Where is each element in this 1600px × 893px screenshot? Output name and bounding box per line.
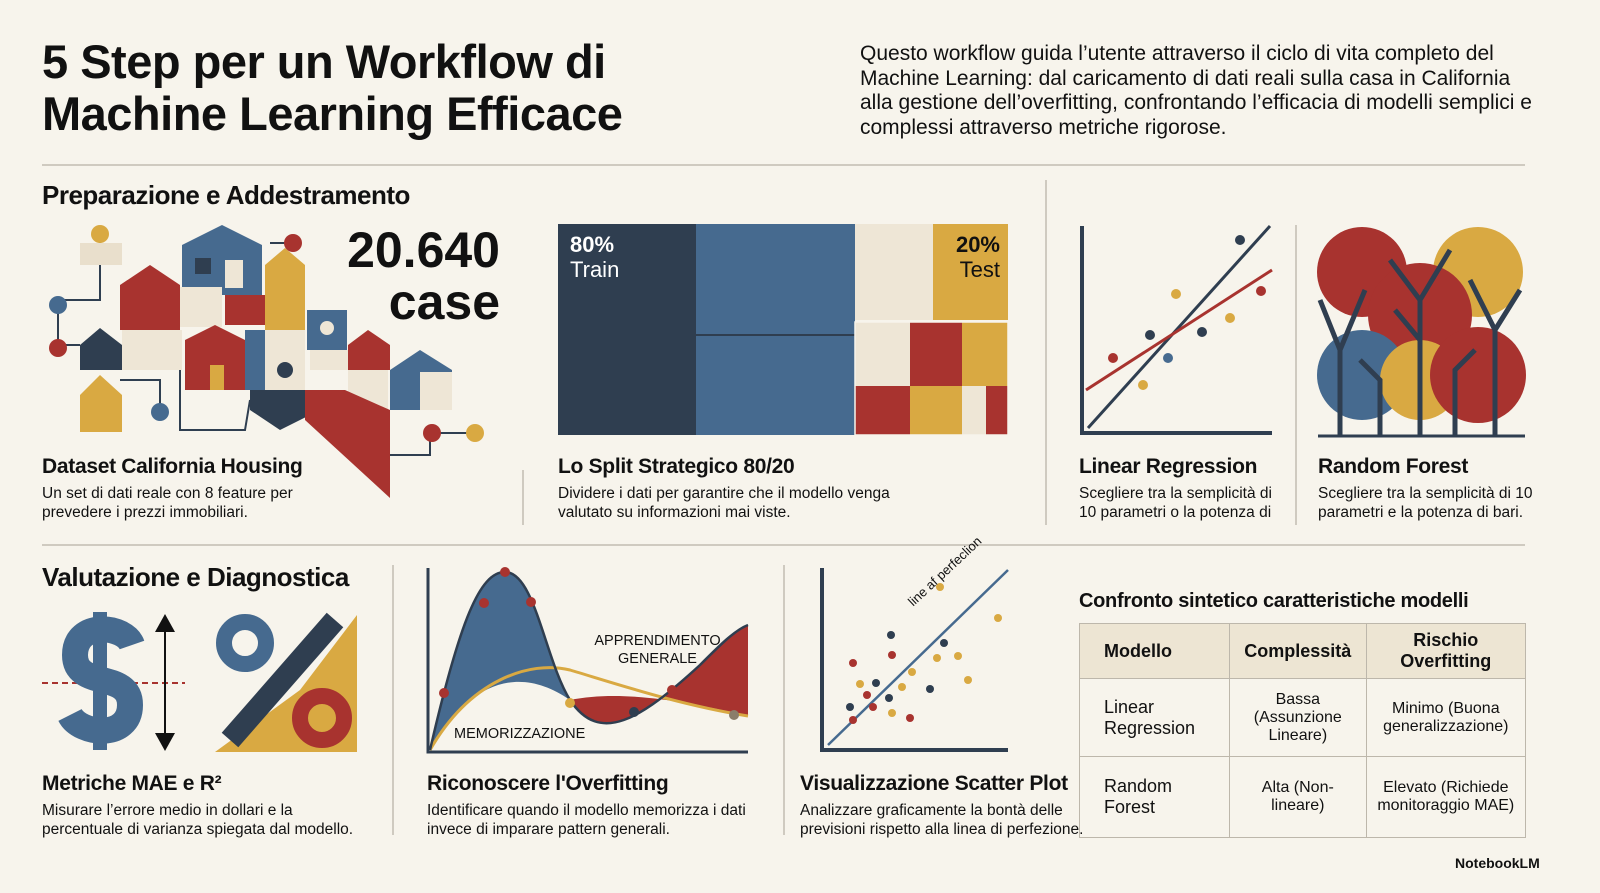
- forest-illustration: [1317, 227, 1526, 438]
- table-cell: Alta (Non-lineare): [1229, 756, 1367, 838]
- card-text: Identificare quando il modello memorizza…: [427, 802, 746, 838]
- card-text: Un set di dati reale con 8 feature per p…: [42, 485, 293, 521]
- table-header: Modello: [1079, 623, 1230, 679]
- card-text: Scegliere tra la semplicità di 10 parame…: [1318, 485, 1533, 521]
- table-cell: Linear Regression: [1079, 678, 1230, 757]
- card-title: Linear Regression: [1079, 455, 1258, 478]
- section-heading: Preparazione e Addestramento: [42, 180, 410, 210]
- divider: [522, 470, 524, 525]
- table-cell: Elevato (Richiede monitoraggio MAE): [1365, 756, 1527, 838]
- card-text: Scegliere tra la semplicità di 10 parame…: [1079, 485, 1272, 521]
- intro: Questo workflow guida l’utente attravers…: [860, 42, 1532, 139]
- table-cell: Random Forest: [1079, 756, 1230, 838]
- test-label: Test: [959, 257, 1000, 282]
- regression-illustration: [1080, 224, 1273, 435]
- brand: NotebookLM: [1455, 855, 1540, 871]
- split-illustration: [558, 224, 1009, 436]
- card-title: Visualizzazione Scatter Plot: [800, 772, 1068, 795]
- chart-label: APPRENDIMENTO GENERALE: [594, 633, 721, 667]
- scatter-illustration: [820, 568, 1009, 752]
- title: 5 Step per un Workflow di Machine Learni…: [42, 35, 623, 140]
- section-heading: Valutazione e Diagnostica: [42, 562, 349, 592]
- card-text: Analizzare graficamente la bontà delle p…: [800, 802, 1084, 838]
- divider: [1045, 180, 1047, 525]
- divider: [392, 565, 394, 835]
- table-header: Rischio Overfitting: [1365, 623, 1527, 679]
- stat-unit: case: [388, 274, 500, 330]
- comparison-table: Modello Complessità Rischio Overfitting Li…: [1079, 623, 1527, 838]
- card-title: Metriche MAE e R²: [42, 772, 222, 795]
- divider: [42, 164, 1525, 166]
- metrics-illustration: [42, 612, 357, 752]
- table-title: Confronto sintetico caratteristiche mode…: [1079, 590, 1469, 612]
- test-percent: 20%: [955, 232, 1000, 257]
- card-text: Dividere i dati per garantire che il mod…: [558, 485, 890, 521]
- overfitting-illustration: [426, 567, 749, 754]
- card-title: Lo Split Strategico 80/20: [558, 455, 795, 478]
- stat-number: 20.640: [347, 222, 500, 278]
- divider: [1295, 225, 1297, 525]
- table-cell: Minimo (Buona generalizzazione): [1365, 678, 1527, 757]
- table-header: Complessità: [1229, 623, 1367, 679]
- card-text: Misurare l’errore medio in dollari e la …: [42, 802, 354, 838]
- houses-illustration: [49, 225, 484, 498]
- table-cell: Bassa (Assunzione Lineare): [1229, 678, 1367, 757]
- train-label: Train: [570, 257, 620, 282]
- card-title: Dataset California Housing: [42, 455, 303, 478]
- train-percent: 80%: [570, 232, 615, 257]
- divider: [783, 565, 785, 835]
- card-title: Riconoscere l'Overfitting: [427, 772, 669, 795]
- card-title: Random Forest: [1318, 455, 1469, 478]
- chart-label: MEMORIZZAZIONE: [454, 726, 586, 742]
- divider: [42, 544, 1525, 546]
